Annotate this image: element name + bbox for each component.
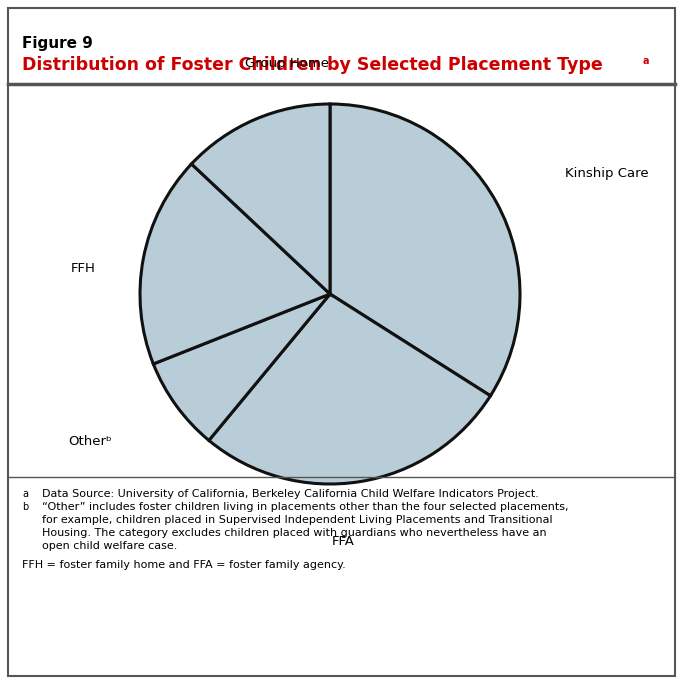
Wedge shape (154, 294, 330, 440)
Text: for example, children placed in Supervised Independent Living Placements and Tra: for example, children placed in Supervis… (42, 515, 553, 525)
Text: Group Home: Group Home (245, 57, 329, 70)
Text: FFA: FFA (331, 535, 354, 548)
Text: FFH: FFH (71, 262, 96, 275)
Wedge shape (191, 104, 330, 294)
Text: FFH = foster family home and FFA = foster family agency.: FFH = foster family home and FFA = foste… (22, 560, 346, 570)
Text: open child welfare case.: open child welfare case. (42, 541, 178, 551)
Wedge shape (330, 104, 520, 396)
Text: b: b (22, 502, 28, 512)
Text: a: a (22, 489, 28, 499)
Text: Distribution of Foster Children by Selected Placement Type: Distribution of Foster Children by Selec… (22, 56, 603, 74)
Text: Data Source: University of California, Berkeley California Child Welfare Indicat: Data Source: University of California, B… (42, 489, 539, 499)
Text: Otherᵇ: Otherᵇ (68, 435, 112, 448)
Wedge shape (140, 164, 330, 364)
Text: a: a (643, 56, 650, 66)
Text: Housing. The category excludes children placed with guardians who nevertheless h: Housing. The category excludes children … (42, 528, 546, 538)
Text: Kinship Care: Kinship Care (565, 167, 648, 180)
Text: “Other” includes foster children living in placements other than the four select: “Other” includes foster children living … (42, 502, 568, 512)
Text: Figure 9: Figure 9 (22, 36, 93, 51)
Wedge shape (209, 294, 490, 484)
